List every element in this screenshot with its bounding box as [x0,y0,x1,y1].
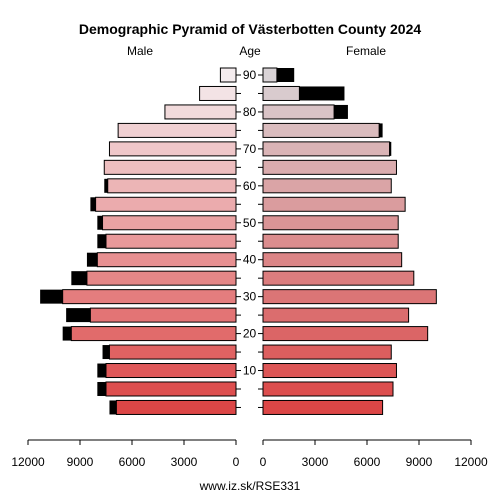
female-bar-25-29 [262,307,410,323]
female-bar-50-54 [262,215,399,231]
female-excess-75-79 [379,123,383,138]
female-bar-20-24 [262,326,429,342]
female-bar-65-69 [262,159,397,175]
female-excess-85-89 [299,86,345,101]
female-x-tick-label: 3000 [302,455,329,469]
age-tick-label: 10 [243,364,257,378]
male-excess-25-29 [66,308,91,323]
female-x-tick-label: 9000 [406,455,433,469]
female-bar-35-39 [262,270,415,286]
male-bar-30-34 [62,289,237,305]
male-bar-70-74 [108,141,237,157]
female-bar-45-49 [262,233,399,249]
male-bar-0-4 [115,399,237,415]
male-bar-35-39 [86,270,237,286]
male-excess-45-49 [97,234,106,249]
female-bar-60-64 [262,178,392,194]
male-x-tick-label: 9000 [67,455,94,469]
age-tick-label: 50 [243,216,257,230]
male-bars [40,67,237,415]
male-x-tick-label: 12000 [11,455,45,469]
age-label: Age [239,44,261,58]
male-excess-30-34 [40,289,63,304]
male-bar-85-89 [199,85,237,101]
male-bar-55-59 [95,196,237,212]
male-excess-40-44 [86,252,98,267]
male-bar-20-24 [70,326,237,342]
age-tick-label: 70 [243,142,257,156]
age-tick-label: 60 [243,179,257,193]
male-excess-60-64 [104,178,108,193]
female-bar-85-89 [262,85,300,101]
male-excess-0-4 [109,400,117,415]
female-bar-40-44 [262,252,403,268]
male-excess-10-14 [97,363,106,378]
male-bar-25-29 [89,307,237,323]
female-bars [262,67,437,415]
male-x-tick-label: 3000 [171,455,198,469]
male-bar-80-84 [164,104,237,120]
age-tick-label: 30 [243,290,257,304]
female-bar-5-9 [262,381,394,397]
female-bar-90-94 [262,67,278,83]
male-bar-90-94 [219,67,237,83]
male-x-tick-label: 0 [233,455,240,469]
male-bar-15-19 [108,344,237,360]
female-bar-75-79 [262,122,380,138]
male-excess-20-24 [62,326,72,341]
age-tick-label: 80 [243,105,257,119]
female-bar-10-14 [262,363,397,379]
age-tick-label: 20 [243,327,257,341]
male-x-tick-label: 6000 [119,455,146,469]
male-excess-35-39 [71,271,87,286]
male-bar-65-69 [103,159,237,175]
age-tick-label: 90 [243,68,257,82]
male-bar-75-79 [117,122,237,138]
female-bar-30-34 [262,289,437,305]
female-bar-70-74 [262,141,391,157]
male-label: Male [127,44,153,58]
x-axes: 0 0 3000 3000 6000 6000 9000 9000 12000 12000 [11,439,488,469]
male-excess-50-54 [97,215,103,230]
age-tick-label: 40 [243,253,257,267]
male-excess-15-19 [102,345,110,360]
female-x-tick-label: 6000 [354,455,381,469]
female-bar-0-4 [262,399,384,415]
male-bar-45-49 [105,233,237,249]
female-bar-15-19 [262,344,392,360]
male-bar-5-9 [105,381,237,397]
male-bar-50-54 [102,215,237,231]
chart-title: Demographic Pyramid of Västerbotten Coun… [79,21,422,37]
female-label: Female [346,44,386,58]
female-excess-80-84 [334,104,348,119]
male-excess-55-59 [90,197,96,212]
female-x-tick-label: 0 [260,455,267,469]
male-excess-5-9 [97,381,106,396]
female-excess-70-74 [389,141,392,156]
female-x-tick-label: 12000 [454,455,488,469]
female-excess-90-94 [276,68,295,82]
male-bar-60-64 [107,178,237,194]
male-bar-10-14 [105,363,237,379]
age-axis: 10 20 30 40 50 60 70 80 90 [236,68,263,408]
female-bar-80-84 [262,104,335,120]
source-label: www.iz.sk/RSE331 [199,479,301,493]
male-bar-40-44 [96,252,237,268]
female-bar-55-59 [262,196,406,212]
